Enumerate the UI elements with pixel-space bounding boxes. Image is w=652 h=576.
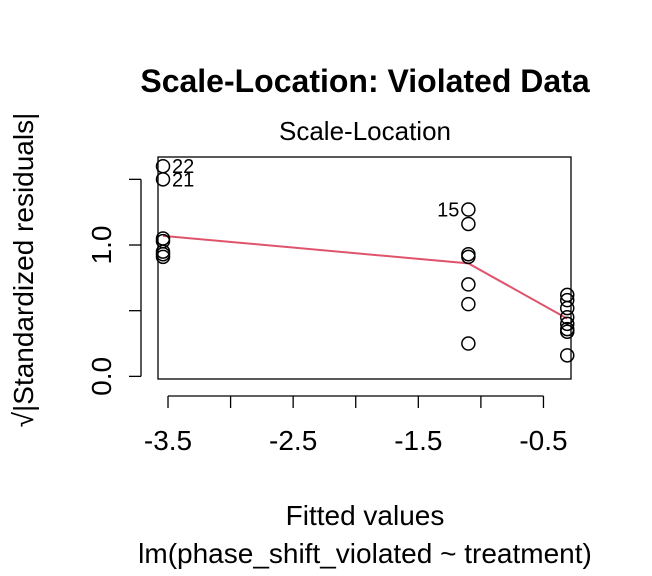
point-label: 22 xyxy=(172,156,194,178)
x-axis-model-label: lm(phase_shift_violated ~ treatment) xyxy=(138,538,592,569)
data-point xyxy=(461,296,476,312)
data-point xyxy=(155,249,171,265)
data-point xyxy=(461,216,476,232)
data-point xyxy=(559,316,575,332)
data-point xyxy=(559,292,575,308)
data-point xyxy=(155,172,171,187)
y-axis: 0.0 1.0 xyxy=(86,178,142,396)
data-point xyxy=(559,300,575,316)
y-tick-label: 1.0 xyxy=(86,226,117,265)
data-point xyxy=(461,249,476,265)
data-point xyxy=(461,202,476,217)
data-point xyxy=(559,348,575,363)
point-label: 15 xyxy=(437,200,459,222)
plot-box xyxy=(157,156,572,380)
data-point xyxy=(461,277,476,292)
y-axis-label: √|Standardized residuals| xyxy=(8,113,39,428)
smooth-line xyxy=(162,234,568,320)
x-axis: -3.5 -2.5 -1.5 -0.5 xyxy=(144,395,568,456)
data-point xyxy=(559,310,575,325)
x-tick-label: -2.5 xyxy=(269,425,317,456)
x-tick-label: -3.5 xyxy=(144,425,192,456)
x-axis-label: Fitted values xyxy=(286,500,445,531)
y-tick-label: 0.0 xyxy=(86,357,117,396)
chart-title: Scale-Location: Violated Data xyxy=(140,63,590,99)
data-point xyxy=(559,324,575,339)
x-tick-label: -1.5 xyxy=(394,425,442,456)
point-label: 21 xyxy=(172,169,194,191)
x-tick-label: -0.5 xyxy=(519,425,567,456)
chart-subtitle: Scale-Location xyxy=(279,116,451,146)
data-point xyxy=(461,336,476,351)
smooth-line-group xyxy=(162,234,568,320)
